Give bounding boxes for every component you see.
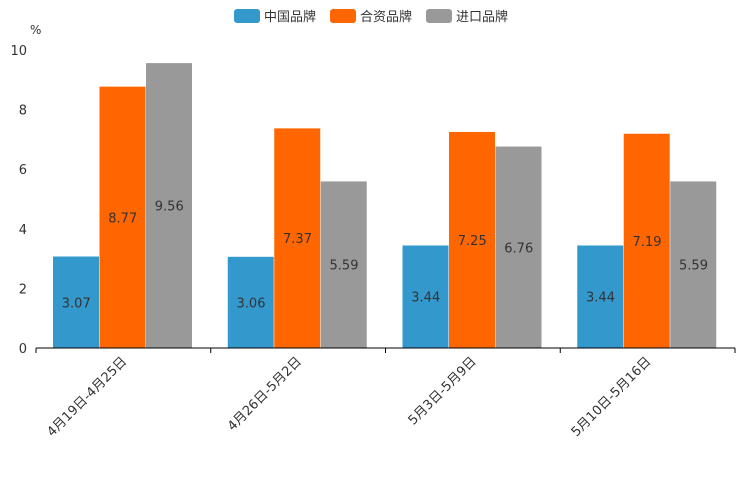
bars: 3.07 8.77 9.56 3.06 7.37 5.59 3.44 7.25 6.76 3.44… bbox=[53, 63, 717, 349]
bar bbox=[402, 245, 449, 348]
bar-value-label: 9.56 bbox=[155, 200, 184, 215]
legend-label: 进口品牌 bbox=[456, 9, 508, 25]
legend: 中国品牌 合资品牌 进口品牌 bbox=[234, 9, 508, 25]
bar bbox=[623, 133, 670, 348]
bar-value-label: 7.37 bbox=[283, 232, 312, 247]
legend-swatch bbox=[330, 9, 356, 23]
y-axis-unit: % bbox=[30, 23, 41, 37]
bar bbox=[670, 181, 717, 348]
bar bbox=[495, 146, 542, 348]
x-axis: 4月19日-4月25日 4月26日-5月2日 5月3日-5月9日 5月10日-5月16… bbox=[35, 347, 736, 440]
x-tick-label: 4月19日-4月25日 bbox=[44, 354, 130, 440]
bar-value-label: 3.44 bbox=[586, 291, 615, 306]
bar bbox=[320, 181, 367, 348]
bar bbox=[227, 256, 274, 348]
y-axis: 0 2 4 6 8 10 bbox=[10, 44, 27, 357]
bar-value-label: 7.19 bbox=[633, 235, 662, 250]
bar-value-label: 5.59 bbox=[679, 259, 708, 274]
legend-swatch bbox=[234, 9, 260, 23]
bar-value-label: 3.06 bbox=[237, 296, 266, 311]
y-tick-label: 6 bbox=[19, 163, 27, 178]
bar-value-label: 7.25 bbox=[458, 234, 487, 249]
bar-value-label: 8.77 bbox=[108, 211, 137, 226]
y-tick-label: 8 bbox=[19, 104, 27, 119]
bar bbox=[274, 128, 321, 348]
bar bbox=[577, 245, 624, 348]
bar bbox=[449, 131, 495, 348]
y-tick-label: 10 bbox=[10, 44, 27, 59]
bar bbox=[146, 63, 192, 348]
bar-value-label: 6.76 bbox=[504, 241, 533, 256]
x-tick-label: 5月3日-5月9日 bbox=[406, 354, 480, 428]
legend-swatch bbox=[426, 9, 452, 23]
y-tick-label: 0 bbox=[19, 342, 27, 357]
bar bbox=[53, 256, 99, 348]
x-tick-label: 5月10日-5月16日 bbox=[569, 354, 655, 440]
x-tick-label: 4月26日-5月2日 bbox=[225, 354, 305, 434]
bar-value-label: 3.44 bbox=[411, 291, 440, 306]
bar-value-label: 3.07 bbox=[62, 296, 91, 311]
legend-label: 中国品牌 bbox=[264, 9, 316, 25]
legend-label: 合资品牌 bbox=[360, 9, 412, 25]
bar-value-label: 5.59 bbox=[330, 259, 359, 274]
y-tick-label: 2 bbox=[19, 282, 27, 297]
y-tick-label: 4 bbox=[19, 223, 27, 238]
bar bbox=[99, 86, 146, 349]
